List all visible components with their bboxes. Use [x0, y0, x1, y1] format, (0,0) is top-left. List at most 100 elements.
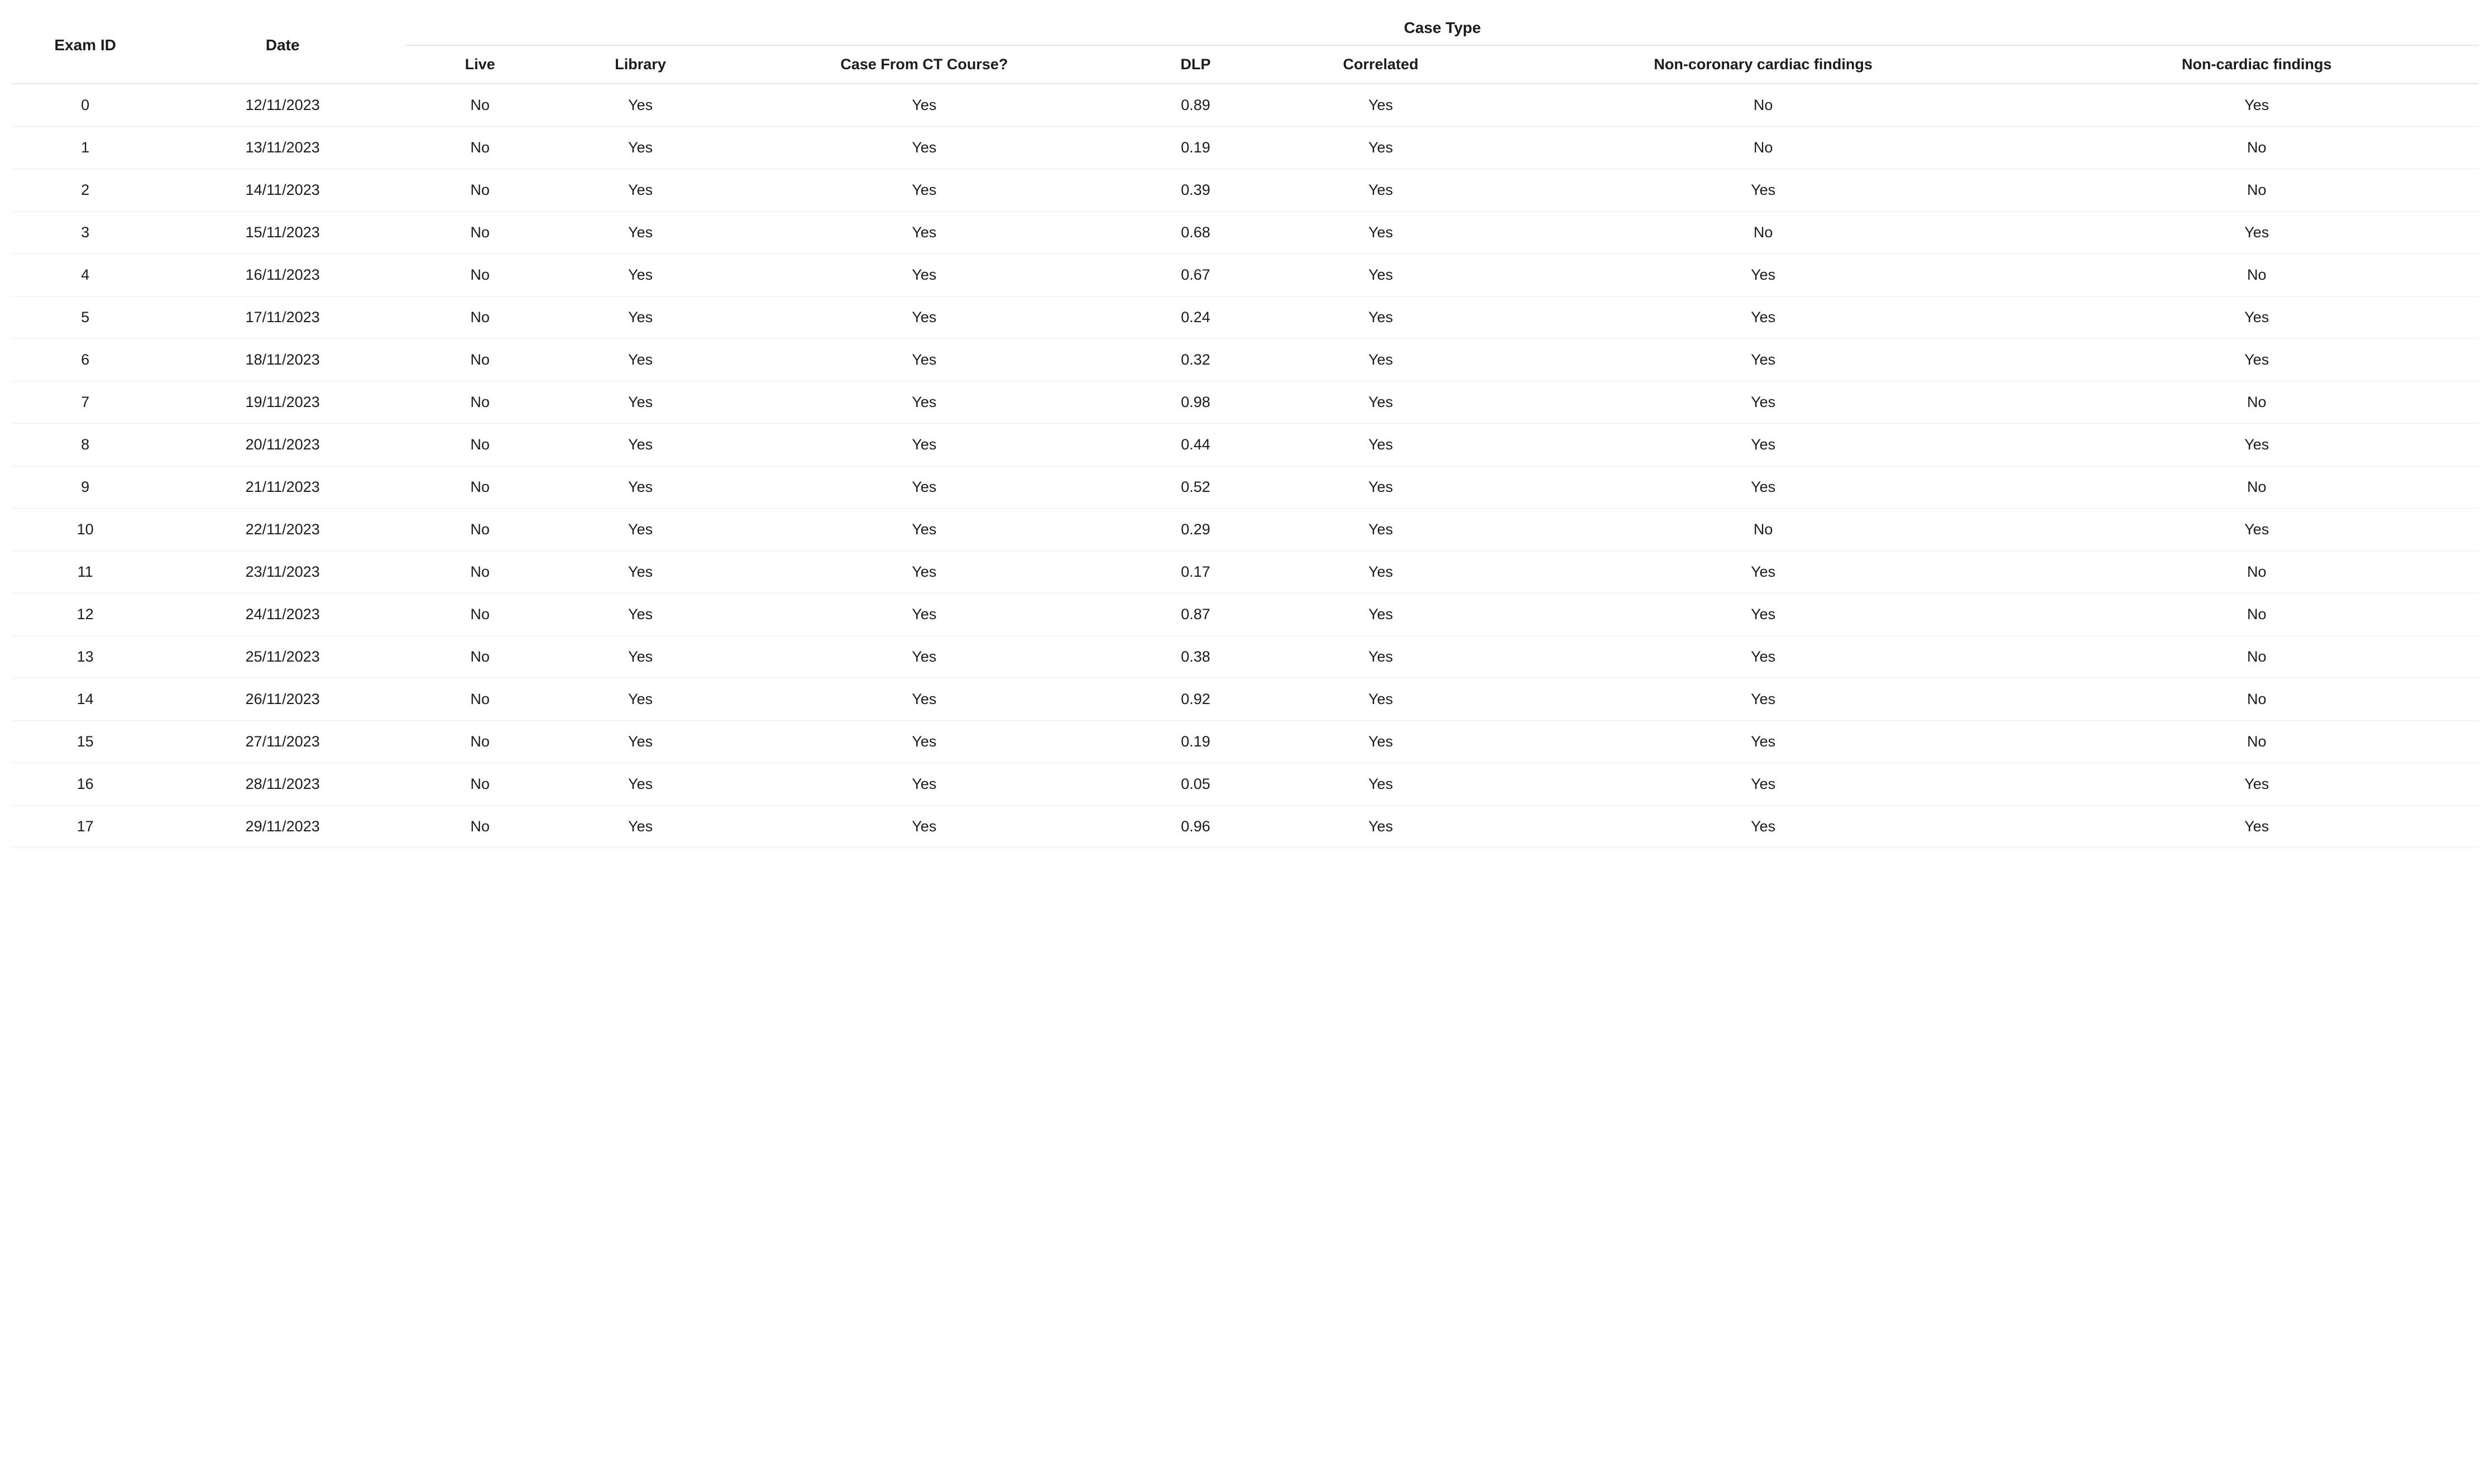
cell-correlated: Yes	[1270, 381, 1492, 424]
cell-date: 18/11/2023	[159, 339, 406, 381]
col-header-group-case-type: Case Type	[406, 7, 2479, 45]
cell-library: Yes	[554, 169, 726, 212]
cell-ct-course: Yes	[727, 127, 1122, 169]
cell-live: No	[406, 339, 554, 381]
table-row: 113/11/2023NoYesYes0.19YesNoNo	[11, 127, 2479, 169]
cell-dlp: 0.19	[1122, 127, 1270, 169]
table-row: 1729/11/2023NoYesYes0.96YesYesYes	[11, 806, 2479, 848]
cell-non-cardiac: No	[2034, 593, 2479, 636]
cell-non-coronary: Yes	[1492, 339, 2034, 381]
cell-library: Yes	[554, 339, 726, 381]
table-body: 012/11/2023NoYesYes0.89YesNoYes113/11/20…	[11, 84, 2479, 848]
cell-library: Yes	[554, 763, 726, 806]
cell-library: Yes	[554, 254, 726, 296]
col-header-ct-course: Case From CT Course?	[727, 45, 1122, 84]
cell-live: No	[406, 424, 554, 466]
cell-date: 14/11/2023	[159, 169, 406, 212]
cell-library: Yes	[554, 466, 726, 509]
table-row: 1527/11/2023NoYesYes0.19YesYesNo	[11, 721, 2479, 763]
cell-live: No	[406, 806, 554, 848]
cell-correlated: Yes	[1270, 212, 1492, 254]
table-container: Exam ID Date Case Type Live Library Case…	[0, 0, 2490, 848]
table-header: Exam ID Date Case Type Live Library Case…	[11, 7, 2479, 84]
cell-ct-course: Yes	[727, 466, 1122, 509]
cell-date: 26/11/2023	[159, 678, 406, 721]
cell-ct-course: Yes	[727, 339, 1122, 381]
cell-live: No	[406, 169, 554, 212]
cell-non-coronary: Yes	[1492, 551, 2034, 593]
cell-date: 15/11/2023	[159, 212, 406, 254]
table-row: 214/11/2023NoYesYes0.39YesYesNo	[11, 169, 2479, 212]
cell-ct-course: Yes	[727, 381, 1122, 424]
cell-exam-id: 7	[11, 381, 159, 424]
cell-ct-course: Yes	[727, 678, 1122, 721]
col-header-live: Live	[406, 45, 554, 84]
cell-dlp: 0.89	[1122, 84, 1270, 127]
cell-non-cardiac: No	[2034, 381, 2479, 424]
cell-correlated: Yes	[1270, 636, 1492, 678]
cell-library: Yes	[554, 381, 726, 424]
cell-non-cardiac: No	[2034, 169, 2479, 212]
cell-dlp: 0.39	[1122, 169, 1270, 212]
cell-non-cardiac: Yes	[2034, 806, 2479, 848]
cell-ct-course: Yes	[727, 763, 1122, 806]
table-row: 921/11/2023NoYesYes0.52YesYesNo	[11, 466, 2479, 509]
cell-non-coronary: Yes	[1492, 381, 2034, 424]
cell-non-cardiac: Yes	[2034, 424, 2479, 466]
cell-live: No	[406, 254, 554, 296]
cell-dlp: 0.68	[1122, 212, 1270, 254]
cell-non-cardiac: Yes	[2034, 84, 2479, 127]
cell-date: 19/11/2023	[159, 381, 406, 424]
cell-correlated: Yes	[1270, 424, 1492, 466]
cell-ct-course: Yes	[727, 169, 1122, 212]
cell-dlp: 0.24	[1122, 296, 1270, 339]
cell-date: 29/11/2023	[159, 806, 406, 848]
table-row: 1022/11/2023NoYesYes0.29YesNoYes	[11, 509, 2479, 551]
cell-exam-id: 17	[11, 806, 159, 848]
cell-live: No	[406, 678, 554, 721]
cell-date: 27/11/2023	[159, 721, 406, 763]
cell-ct-course: Yes	[727, 509, 1122, 551]
cell-non-coronary: Yes	[1492, 424, 2034, 466]
cell-ct-course: Yes	[727, 84, 1122, 127]
cell-exam-id: 2	[11, 169, 159, 212]
cell-date: 21/11/2023	[159, 466, 406, 509]
cell-exam-id: 5	[11, 296, 159, 339]
table-row: 1224/11/2023NoYesYes0.87YesYesNo	[11, 593, 2479, 636]
cell-live: No	[406, 551, 554, 593]
cell-correlated: Yes	[1270, 84, 1492, 127]
cell-library: Yes	[554, 551, 726, 593]
cell-non-cardiac: Yes	[2034, 509, 2479, 551]
cell-dlp: 0.87	[1122, 593, 1270, 636]
cell-exam-id: 11	[11, 551, 159, 593]
cell-exam-id: 4	[11, 254, 159, 296]
col-header-correlated: Correlated	[1270, 45, 1492, 84]
cell-library: Yes	[554, 84, 726, 127]
cell-non-cardiac: No	[2034, 721, 2479, 763]
cell-exam-id: 9	[11, 466, 159, 509]
cell-non-coronary: Yes	[1492, 763, 2034, 806]
cell-non-cardiac: Yes	[2034, 296, 2479, 339]
cell-non-coronary: Yes	[1492, 806, 2034, 848]
col-header-date: Date	[159, 7, 406, 84]
cell-date: 23/11/2023	[159, 551, 406, 593]
table-row: 012/11/2023NoYesYes0.89YesNoYes	[11, 84, 2479, 127]
cell-non-cardiac: No	[2034, 254, 2479, 296]
cell-date: 28/11/2023	[159, 763, 406, 806]
cell-dlp: 0.05	[1122, 763, 1270, 806]
col-header-non-cardiac: Non-cardiac findings	[2034, 45, 2479, 84]
cell-dlp: 0.17	[1122, 551, 1270, 593]
cell-live: No	[406, 381, 554, 424]
cell-library: Yes	[554, 593, 726, 636]
cell-library: Yes	[554, 296, 726, 339]
cell-dlp: 0.32	[1122, 339, 1270, 381]
cell-correlated: Yes	[1270, 593, 1492, 636]
cell-non-coronary: Yes	[1492, 254, 2034, 296]
header-row-1: Exam ID Date Case Type	[11, 7, 2479, 45]
cell-dlp: 0.92	[1122, 678, 1270, 721]
cell-live: No	[406, 593, 554, 636]
cell-correlated: Yes	[1270, 678, 1492, 721]
cell-ct-course: Yes	[727, 551, 1122, 593]
cell-ct-course: Yes	[727, 806, 1122, 848]
cell-live: No	[406, 721, 554, 763]
